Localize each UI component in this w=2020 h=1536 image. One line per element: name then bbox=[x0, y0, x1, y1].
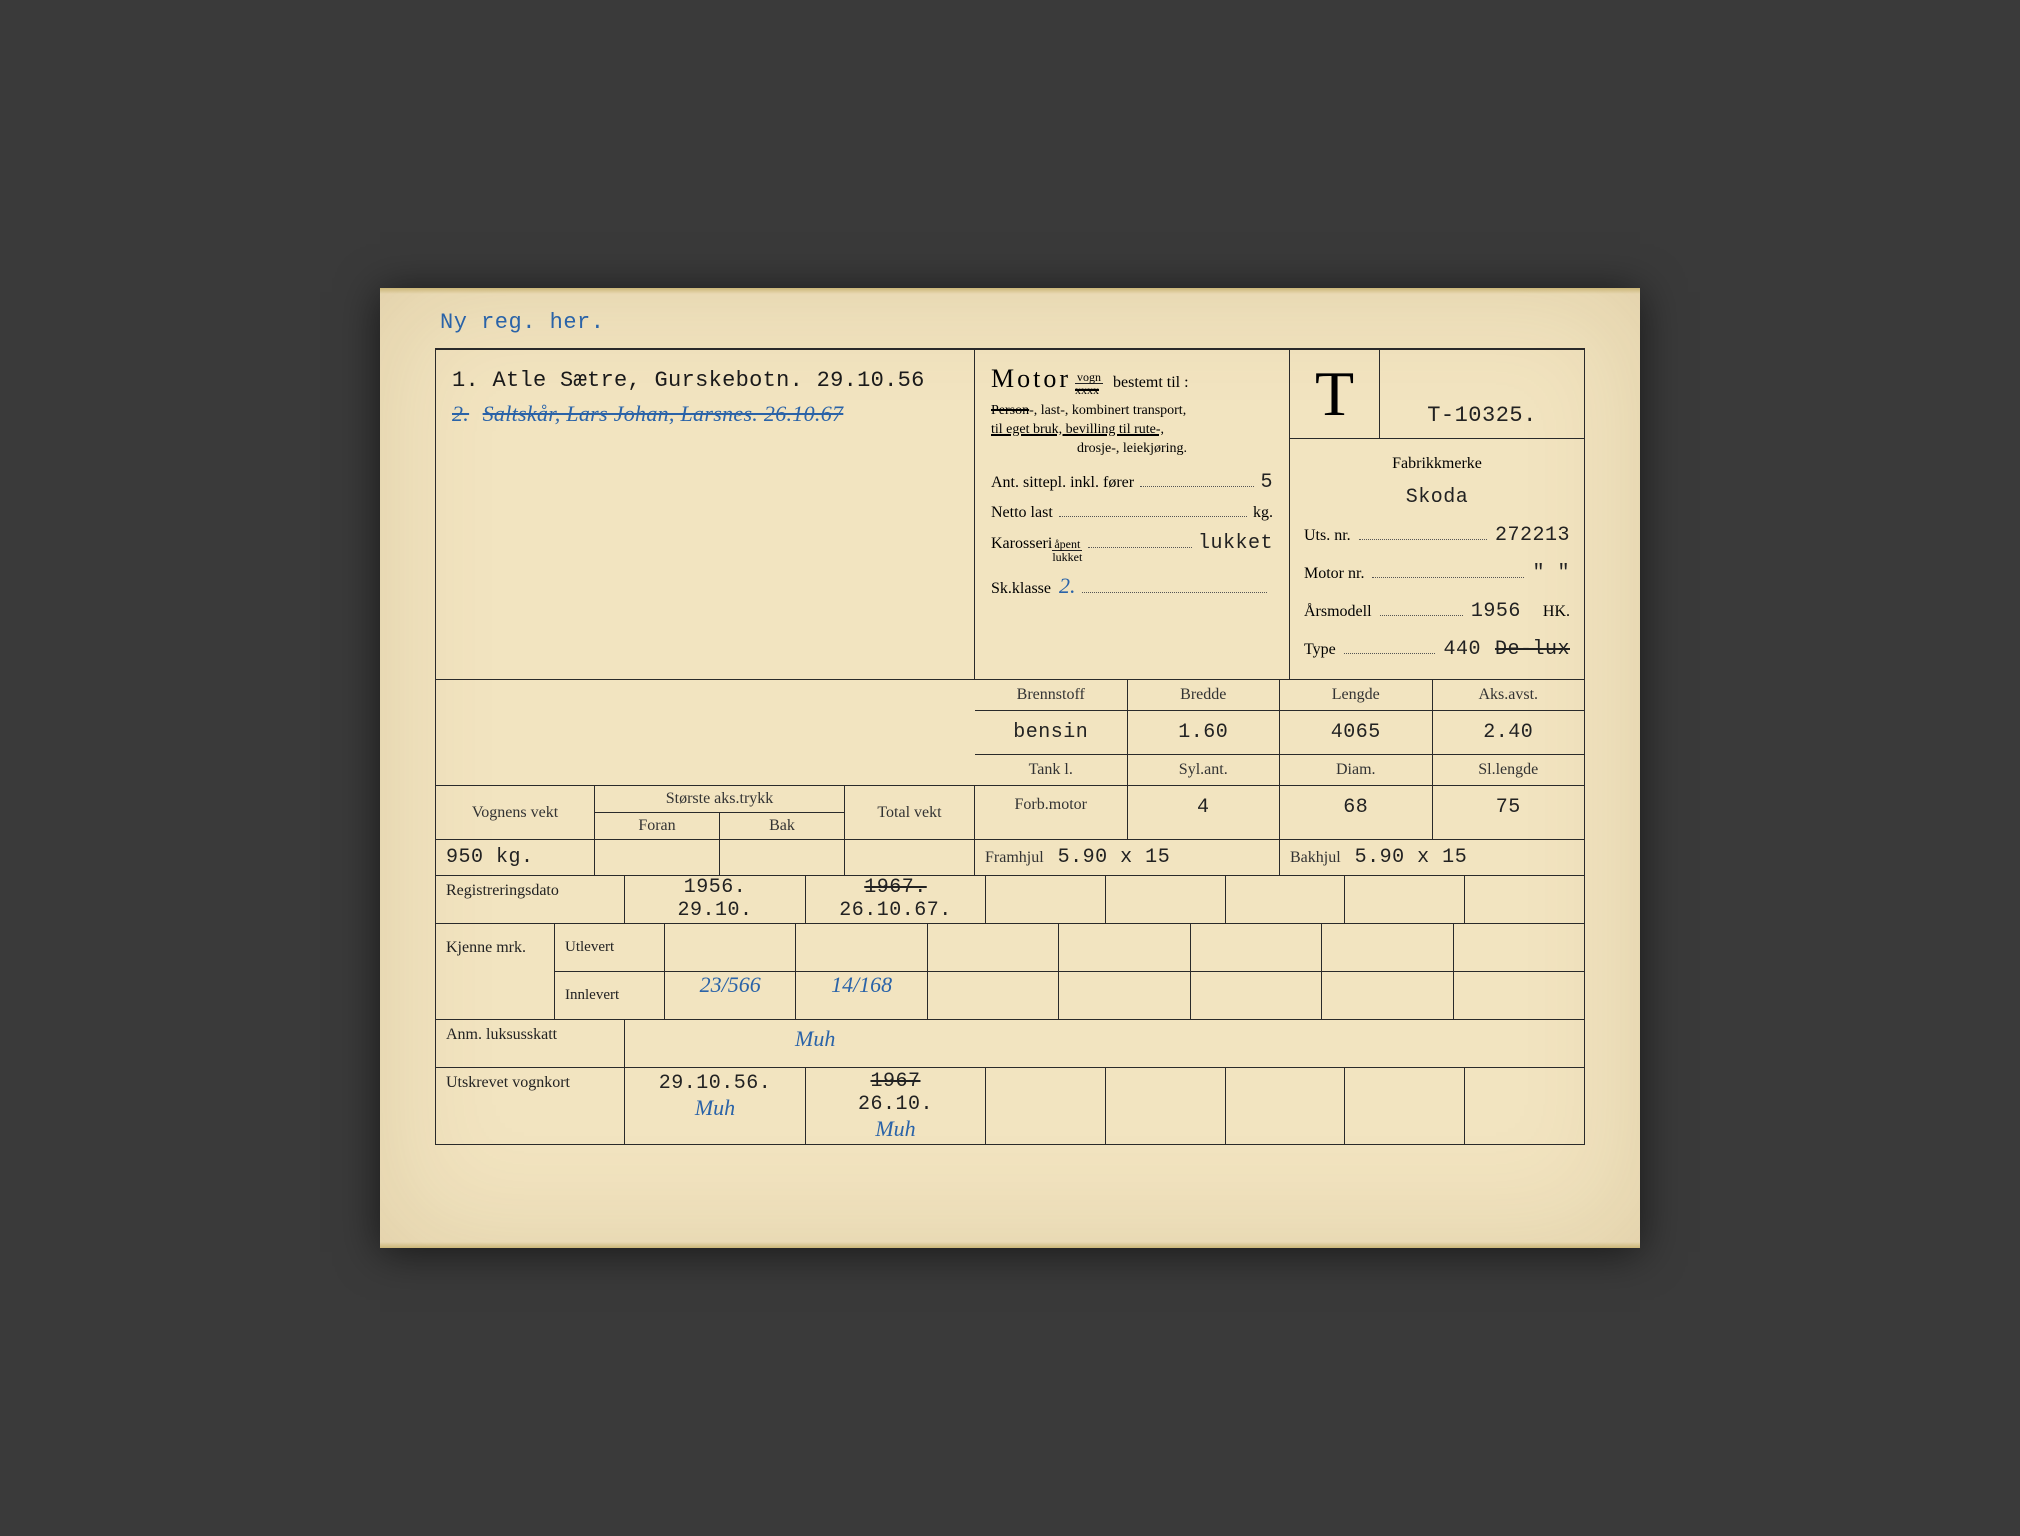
fabrikkmerke-label: Fabrikkmerke bbox=[1392, 449, 1482, 479]
vogn-frac: vogn xxxx bbox=[1075, 371, 1103, 396]
type-struck: De-lux bbox=[1495, 631, 1570, 669]
anm-label: Anm. luksusskatt bbox=[435, 1020, 625, 1068]
top-note: Ny reg. her. bbox=[440, 310, 604, 335]
innlevert-2: 14/168 bbox=[831, 972, 892, 997]
utsnr-label: Uts. nr. bbox=[1304, 521, 1351, 551]
vognens-vekt-label: Vognens vekt bbox=[435, 786, 595, 840]
bak-label: Bak bbox=[720, 813, 844, 839]
skklasse-label: Sk.klasse bbox=[991, 580, 1051, 598]
ant-sittepl-label: Ant. sittepl. inkl. fører bbox=[991, 474, 1134, 492]
kjenne-label: Kjenne mrk. bbox=[435, 924, 555, 972]
v-bredde: 1.60 bbox=[1128, 711, 1281, 755]
fabrikkmerke: Skoda bbox=[1406, 479, 1469, 517]
bestemt-til: bestemt til : bbox=[1113, 374, 1189, 391]
ant-sittepl: 5 bbox=[1260, 471, 1273, 494]
regdato-1a: 1956. bbox=[625, 876, 805, 899]
regdato-1b: 29.10. bbox=[625, 899, 805, 922]
registration-block: T T-10325. Fabrikkmerke Skoda Uts. nr. 27… bbox=[1290, 350, 1585, 680]
utsnr: 272213 bbox=[1495, 517, 1570, 555]
blank-left bbox=[435, 680, 975, 786]
lower-rows: Registreringsdato 1956. 29.10. 1967. 26.… bbox=[435, 876, 1585, 1145]
utskrevet-1: 29.10.56. bbox=[659, 1072, 772, 1095]
motor-title: Motor bbox=[991, 364, 1071, 393]
owners-block: 1. Atle Sætre, Gurskebotn. 29.10.56 2. S… bbox=[435, 350, 975, 680]
owner-2: Saltskår, Lars Johan, Larsnes. 26.10.67 bbox=[483, 401, 844, 426]
innlevert-label: Innlevert bbox=[555, 972, 665, 1020]
totalvekt-label: Total vekt bbox=[845, 786, 975, 840]
utskrevet-sig2: Muh bbox=[808, 1116, 983, 1142]
karosseri-label: Karosseri bbox=[991, 535, 1052, 553]
h-brennstoff: Brennstoff bbox=[975, 680, 1128, 711]
h-bredde: Bredde bbox=[1128, 680, 1281, 711]
vognens-vekt: 950 kg. bbox=[435, 840, 595, 876]
arsmodell-label: Årsmodell bbox=[1304, 597, 1372, 627]
utskrevet-sig1: Muh bbox=[695, 1095, 735, 1120]
v-brennstoff: bensin bbox=[975, 711, 1128, 755]
card-frame: 1. Atle Sætre, Gurskebotn. 29.10.56 2. S… bbox=[435, 348, 1585, 1198]
foran-label: Foran bbox=[595, 813, 720, 839]
framhjul-label: Framhjul bbox=[985, 849, 1044, 867]
spec-values-2: Forb.motor 4 68 75 bbox=[975, 786, 1585, 840]
v-syl: 4 bbox=[1128, 786, 1281, 840]
h-aksavst: Aks.avst. bbox=[1433, 680, 1586, 711]
spec-values-1: bensin 1.60 4065 2.40 bbox=[975, 711, 1585, 755]
reg-number: T-10325. bbox=[1427, 403, 1537, 428]
desc1-rest: -, last-, kombinert transport, bbox=[1029, 403, 1186, 418]
bak-val bbox=[720, 840, 845, 876]
totalvekt-val bbox=[845, 840, 975, 876]
desc-person: Person bbox=[991, 403, 1029, 418]
owner-1: Atle Sætre, Gurskebotn. 29.10.56 bbox=[493, 368, 925, 393]
owner-2-num: 2. bbox=[452, 401, 469, 426]
bakhjul: 5.90 x 15 bbox=[1355, 846, 1468, 869]
v-sllengde: 75 bbox=[1433, 786, 1586, 840]
utskrevet-2a: 1967 bbox=[808, 1070, 983, 1093]
motornr: " " bbox=[1532, 555, 1570, 593]
h-syl: Syl.ant. bbox=[1128, 755, 1281, 786]
v-lengde: 4065 bbox=[1280, 711, 1433, 755]
type: 440 bbox=[1443, 631, 1481, 669]
motornr-label: Motor nr. bbox=[1304, 559, 1364, 589]
arsmodell: 1956 bbox=[1471, 593, 1521, 631]
v-diam: 68 bbox=[1280, 786, 1433, 840]
foran-val bbox=[595, 840, 720, 876]
karosseri-val: lukket bbox=[1198, 532, 1273, 555]
karosseri-frac: åpent lukket bbox=[1052, 538, 1082, 563]
h-sllengde: Sl.lengde bbox=[1433, 755, 1586, 786]
kjenne-label-cont bbox=[435, 972, 555, 1020]
skklasse-val: 2. bbox=[1059, 573, 1076, 599]
utskrevet-label-cell: Utskrevet vognkort bbox=[435, 1068, 625, 1145]
motor-block: Motor vogn xxxx bestemt til : Person-, l… bbox=[975, 350, 1290, 680]
utskrevet-label: Utskrevet vognkort bbox=[446, 1074, 570, 1092]
v-forbmotor: Forb.motor bbox=[975, 786, 1128, 840]
framhjul: 5.90 x 15 bbox=[1058, 846, 1171, 869]
netto-unit: kg. bbox=[1253, 504, 1273, 522]
spec-headers-1: Brennstoff Bredde Lengde Aks.avst. bbox=[975, 680, 1585, 711]
utlevert-label: Utlevert bbox=[555, 924, 665, 972]
owner-1-num: 1. bbox=[452, 368, 479, 393]
registration-card: Ny reg. her. 1. Atle Sætre, Gurskebotn. … bbox=[380, 288, 1640, 1248]
big-letter: T bbox=[1315, 362, 1354, 426]
desc3: drosje-, leiekjøring. bbox=[991, 440, 1273, 459]
type-label: Type bbox=[1304, 635, 1336, 665]
bakhjul-label: Bakhjul bbox=[1290, 849, 1341, 867]
utskrevet-2b: 26.10. bbox=[808, 1093, 983, 1116]
regdato-2b: 26.10.67. bbox=[806, 899, 985, 922]
regdato-label: Registreringsdato bbox=[435, 876, 625, 924]
h-lengde: Lengde bbox=[1280, 680, 1433, 711]
anm-sig: Muh bbox=[795, 1026, 835, 1051]
v-aksavst: 2.40 bbox=[1433, 711, 1586, 755]
innlevert-1: 23/566 bbox=[700, 972, 761, 997]
netto-label: Netto last bbox=[991, 504, 1053, 522]
h-tank: Tank l. bbox=[975, 755, 1128, 786]
regdato-2a: 1967. bbox=[806, 876, 985, 899]
spec-headers-2: Tank l. Syl.ant. Diam. Sl.lengde bbox=[975, 755, 1585, 786]
hk-label: HK. bbox=[1543, 597, 1570, 627]
akstrykk-label: Største aks.trykk bbox=[595, 786, 844, 813]
desc2: til eget bruk, bevilling til rute-, bbox=[991, 422, 1164, 437]
h-diam: Diam. bbox=[1280, 755, 1433, 786]
